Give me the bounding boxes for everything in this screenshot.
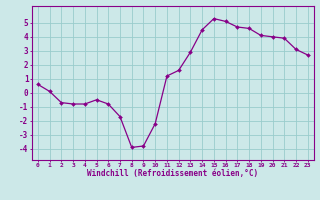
X-axis label: Windchill (Refroidissement éolien,°C): Windchill (Refroidissement éolien,°C)	[87, 169, 258, 178]
